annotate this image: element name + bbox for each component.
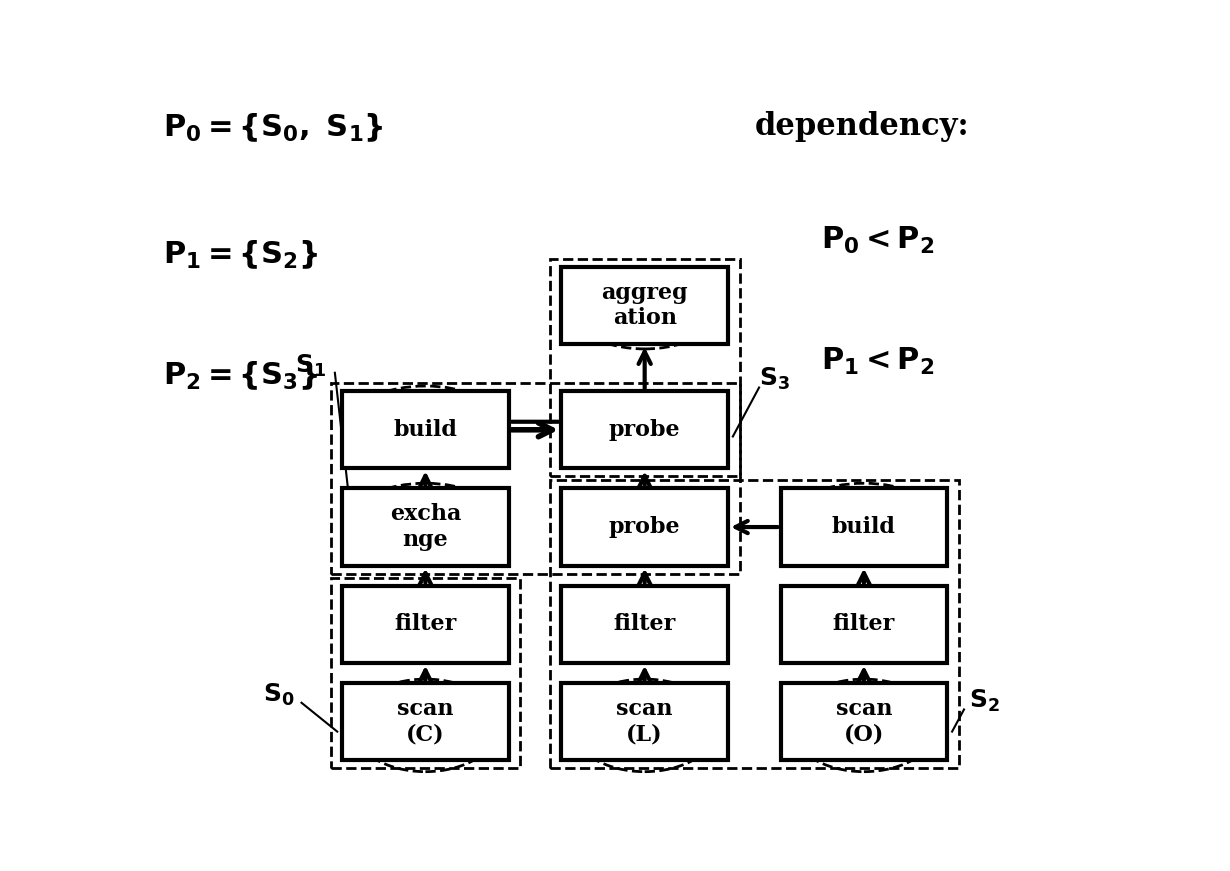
Text: probe: probe [609,516,680,538]
Text: $\mathbf{S_3}$: $\mathbf{S_3}$ [759,366,790,393]
Bar [342,489,509,565]
Text: scan
(L): scan (L) [616,698,673,746]
Text: build: build [831,516,895,538]
Text: filter: filter [614,613,675,635]
Bar [342,585,509,663]
Bar [331,577,520,768]
Text: $\mathbf{P_0 = \{S_0,\ S_1\}}$: $\mathbf{P_0 = \{S_0,\ S_1\}}$ [164,111,384,144]
Text: aggreg
ation: aggreg ation [601,282,688,329]
Text: $\mathbf{S_2}$: $\mathbf{S_2}$ [969,688,1000,714]
Text: scan
(C): scan (C) [397,698,454,746]
Bar [561,267,728,344]
Text: probe: probe [609,419,680,441]
Bar [342,683,509,760]
Bar [561,489,728,565]
Text: build: build [394,419,458,441]
Text: $\mathbf{P_1 = \{S_2\}}$: $\mathbf{P_1 = \{S_2\}}$ [164,239,319,271]
Text: $\mathbf{S_1}$: $\mathbf{S_1}$ [295,353,326,379]
Bar [561,585,728,663]
Bar [550,259,739,476]
Bar [550,481,958,768]
Bar [561,683,728,760]
Text: dependency:: dependency: [754,111,969,142]
Text: $\mathbf{S_0}$: $\mathbf{S_0}$ [263,681,295,707]
Text: $\mathbf{P_0 < P_2}$: $\mathbf{P_0 < P_2}$ [822,226,935,256]
Bar [342,391,509,469]
Text: filter: filter [395,613,456,635]
Bar [561,391,728,469]
Text: $\mathbf{P_2 = \{S_3\}}$: $\mathbf{P_2 = \{S_3\}}$ [164,360,319,392]
Text: excha
nge: excha nge [390,503,461,550]
Bar [781,683,947,760]
Text: scan
(O): scan (O) [835,698,892,746]
Text: $\mathbf{P_1 < P_2}$: $\mathbf{P_1 < P_2}$ [822,346,935,377]
Text: filter: filter [833,613,895,635]
Bar [781,585,947,663]
Bar [331,383,739,574]
Bar [781,489,947,565]
